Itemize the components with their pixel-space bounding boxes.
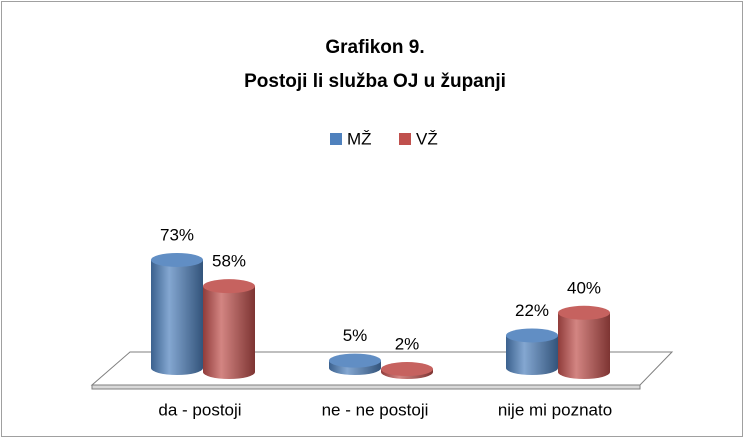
data-label: 2% [395,335,420,354]
data-label: 5% [343,326,368,345]
legend-swatch [330,133,342,145]
data-label: 40% [567,278,601,297]
bar [151,252,203,375]
legend-swatch [399,133,411,145]
floor-edge [91,384,641,390]
bar [381,362,433,379]
chart-title: Grafikon 9. [325,37,424,58]
bar [329,353,381,375]
legend-label: VŽ [416,129,438,148]
data-label: 58% [212,252,246,271]
data-label: 22% [515,301,549,320]
bar [506,328,558,375]
bar [203,279,255,379]
chart-subtitle: Postoji li služba OJ u županji [244,71,506,92]
x-tick-label: ne - ne postoji [322,400,429,419]
data-label: 73% [160,225,194,244]
x-tick-label: nije mi poznato [498,400,612,419]
x-tick-label: da - postoji [158,400,241,419]
bar [558,305,610,379]
legend-label: MŽ [347,129,372,148]
